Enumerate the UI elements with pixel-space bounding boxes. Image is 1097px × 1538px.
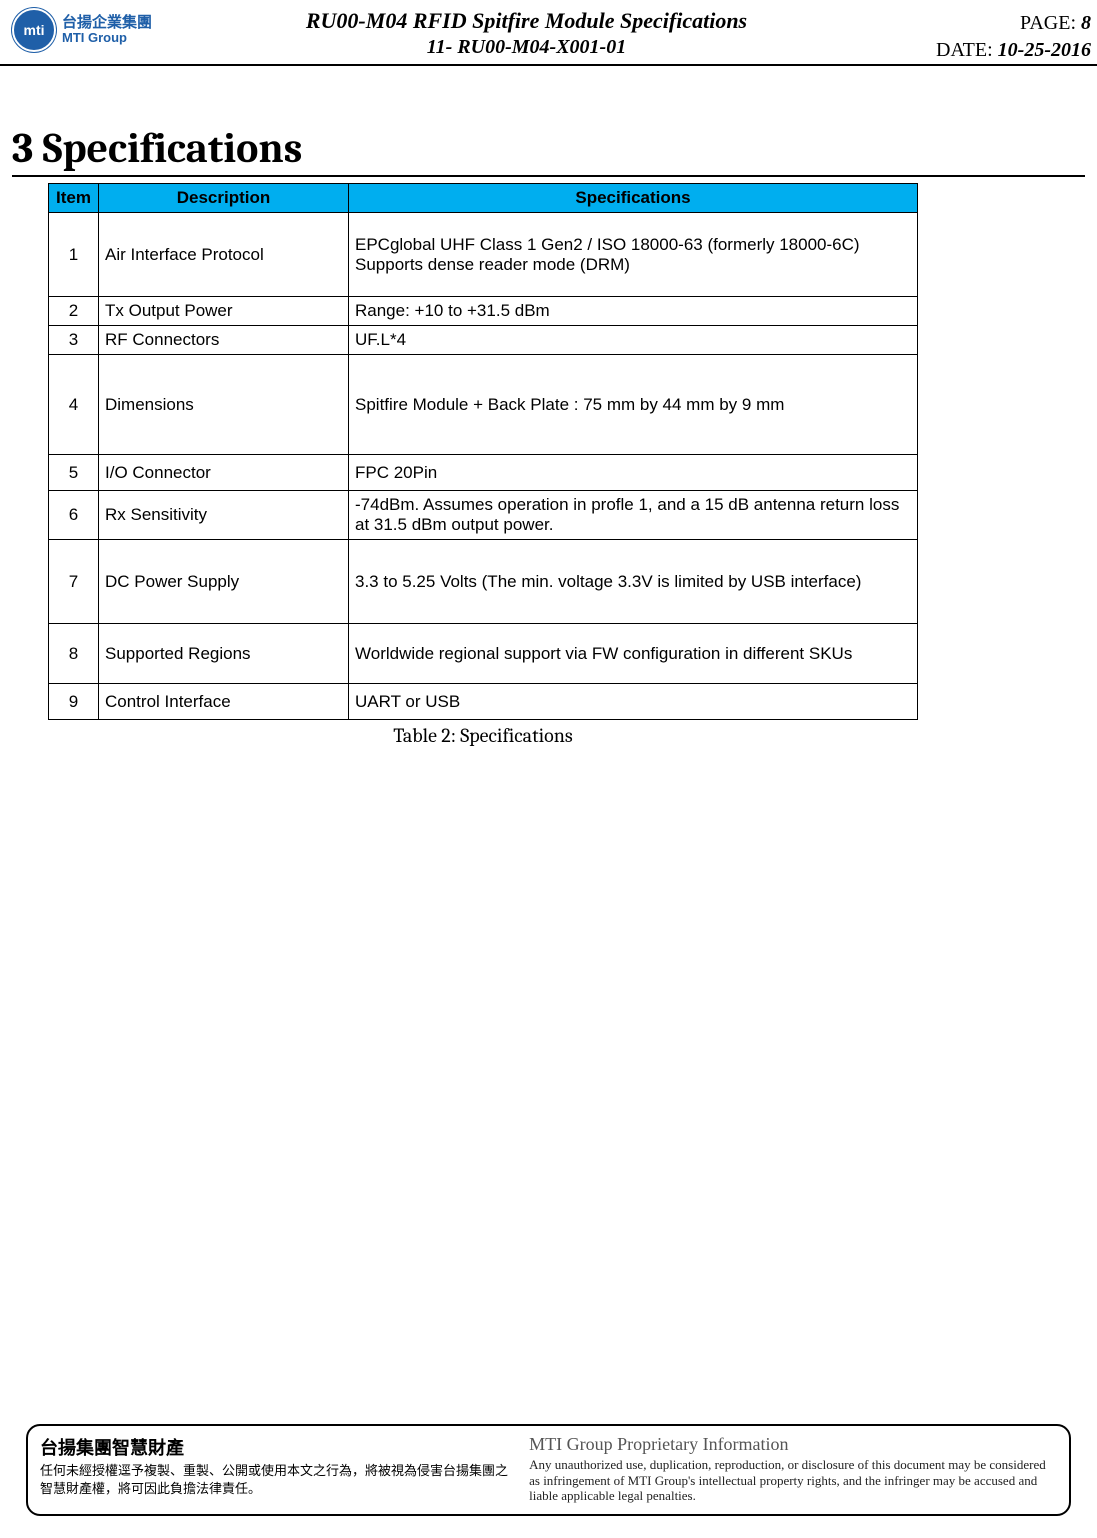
cell-description: Rx Sensitivity [99, 491, 349, 540]
body-area: 3 Specifications Item Description Specif… [0, 66, 1097, 747]
cell-item: 5 [49, 455, 99, 491]
cell-item: 6 [49, 491, 99, 540]
cell-description: Supported Regions [99, 624, 349, 684]
logo-icon: mti [12, 8, 56, 52]
table-row: 9Control InterfaceUART or USB [49, 684, 918, 720]
cell-description: I/O Connector [99, 455, 349, 491]
cell-specification: Range: +10 to +31.5 dBm [349, 297, 918, 326]
logo-block: mti 台揚企業集團 MTI Group [12, 8, 182, 52]
footer-title-cn: 台揚集團智慧財產 [40, 1434, 515, 1460]
logo-en: MTI Group [62, 31, 152, 45]
header-center: RU00-M04 RFID Spitfire Module Specificat… [182, 8, 871, 59]
page: mti 台揚企業集團 MTI Group RU00-M04 RFID Spitf… [0, 0, 1097, 1538]
cell-specification: -74dBm. Assumes operation in profle 1, a… [349, 491, 918, 540]
footer-right: MTI Group Proprietary Information Any un… [529, 1434, 1057, 1504]
table-row: 8Supported RegionsWorldwide regional sup… [49, 624, 918, 684]
cell-specification: UF.L*4 [349, 326, 918, 355]
cell-description: RF Connectors [99, 326, 349, 355]
table-row: 4DimensionsSpitfire Module + Back Plate … [49, 355, 918, 455]
table-row: 7DC Power Supply3.3 to 5.25 Volts (The m… [49, 540, 918, 624]
cell-specification: Spitfire Module + Back Plate : 75 mm by … [349, 355, 918, 455]
cell-item: 4 [49, 355, 99, 455]
cell-item: 8 [49, 624, 99, 684]
table-row: 6Rx Sensitivity-74dBm. Assumes operation… [49, 491, 918, 540]
cell-specification: 3.3 to 5.25 Volts (The min. voltage 3.3V… [349, 540, 918, 624]
table-row: 2Tx Output PowerRange: +10 to +31.5 dBm [49, 297, 918, 326]
page-header: mti 台揚企業集團 MTI Group RU00-M04 RFID Spitf… [0, 0, 1097, 66]
cell-item: 9 [49, 684, 99, 720]
section-heading: 3 Specifications [12, 124, 1085, 177]
footer-body-en: Any unauthorized use, duplication, repro… [529, 1457, 1057, 1504]
doc-title: RU00-M04 RFID Spitfire Module Specificat… [182, 8, 871, 34]
page-line: PAGE: 8 [871, 10, 1091, 37]
cell-item: 1 [49, 213, 99, 297]
table-header-row: Item Description Specifications [49, 184, 918, 213]
header-right: PAGE: 8 DATE: 10-25-2016 [871, 8, 1091, 64]
table-caption: Table 2: Specifications [48, 724, 918, 747]
cell-description: Tx Output Power [99, 297, 349, 326]
col-item: Item [49, 184, 99, 213]
logo-text: 台揚企業集團 MTI Group [62, 15, 152, 46]
cell-description: DC Power Supply [99, 540, 349, 624]
footer-title-en: MTI Group Proprietary Information [529, 1434, 1057, 1455]
logo-cn: 台揚企業集團 [62, 15, 152, 32]
cell-description: Control Interface [99, 684, 349, 720]
cell-description: Dimensions [99, 355, 349, 455]
table-body: 1Air Interface ProtocolEPCglobal UHF Cla… [49, 213, 918, 720]
cell-item: 7 [49, 540, 99, 624]
col-description: Description [99, 184, 349, 213]
cell-specification: Worldwide regional support via FW config… [349, 624, 918, 684]
table-row: 3RF ConnectorsUF.L*4 [49, 326, 918, 355]
table-head: Item Description Specifications [49, 184, 918, 213]
date-line: DATE: 10-25-2016 [871, 37, 1091, 64]
col-specifications: Specifications [349, 184, 918, 213]
cell-specification: UART or USB [349, 684, 918, 720]
cell-specification: EPCglobal UHF Class 1 Gen2 / ISO 18000-6… [349, 213, 918, 297]
page-label: PAGE: [1020, 12, 1076, 34]
cell-item: 3 [49, 326, 99, 355]
footer-left: 台揚集團智慧財產 任何未經授權逕予複製、重製、公開或使用本文之行為，將被視為侵害… [40, 1434, 515, 1504]
doc-subtitle: 11- RU00-M04-X001-01 [182, 36, 871, 59]
footer: 台揚集團智慧財產 任何未經授權逕予複製、重製、公開或使用本文之行為，將被視為侵害… [26, 1424, 1071, 1516]
cell-description: Air Interface Protocol [99, 213, 349, 297]
date-label: DATE: [936, 39, 993, 61]
footer-body-cn: 任何未經授權逕予複製、重製、公開或使用本文之行為，將被視為侵害台揚集團之智慧財產… [40, 1462, 515, 1497]
cell-item: 2 [49, 297, 99, 326]
table-row: 5I/O ConnectorFPC 20Pin [49, 455, 918, 491]
date-value: 10-25-2016 [998, 39, 1091, 61]
page-value: 8 [1081, 12, 1091, 34]
spec-table: Item Description Specifications 1Air Int… [48, 183, 918, 720]
table-row: 1Air Interface ProtocolEPCglobal UHF Cla… [49, 213, 918, 297]
cell-specification: FPC 20Pin [349, 455, 918, 491]
